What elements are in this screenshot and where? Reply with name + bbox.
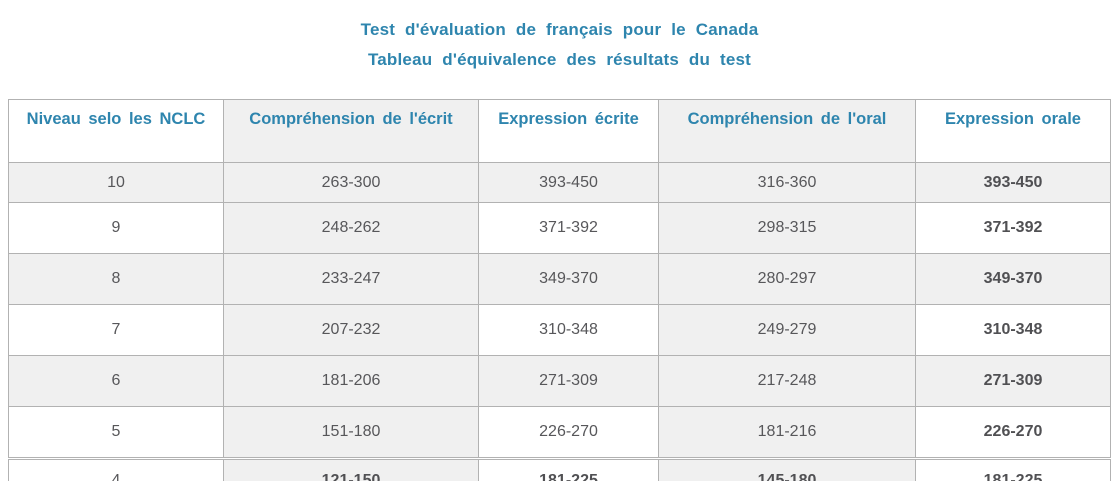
title-line-1: Test d'évaluation de français pour le Ca…: [360, 20, 759, 39]
cell-comprehension-oral: 280-297: [658, 253, 916, 305]
cell-niveau: 10: [8, 162, 224, 203]
cell-expression-orale: 271-309: [915, 355, 1111, 407]
cell-niveau: 9: [8, 202, 224, 254]
table-row-niveau-10: 10 263-300 393-450 316-360 393-450: [8, 162, 1111, 203]
equivalence-table: Niveau selo les NCLC Compréhension de l'…: [8, 99, 1111, 481]
header-row: Niveau selo les NCLC Compréhension de l'…: [8, 99, 1111, 163]
column-header-expression-ecrite: Expression écrite: [478, 99, 659, 163]
cell-niveau: 4: [8, 457, 224, 481]
cell-comprehension-ecrit: 181-206: [223, 355, 479, 407]
cell-comprehension-ecrit: 151-180: [223, 406, 479, 459]
cell-comprehension-oral: 217-248: [658, 355, 916, 407]
cell-expression-orale: 226-270: [915, 406, 1111, 459]
cell-niveau: 5: [8, 406, 224, 459]
column-header-niveau-nclc: Niveau selo les NCLC: [8, 99, 224, 163]
title-line-2: Tableau d'équivalence des résultats du t…: [367, 50, 752, 69]
cell-expression-ecrite: 371-392: [478, 202, 659, 254]
cell-expression-orale: 310-348: [915, 304, 1111, 356]
cell-comprehension-oral: 249-279: [658, 304, 916, 356]
cell-niveau: 6: [8, 355, 224, 407]
cell-expression-orale: 349-370: [915, 253, 1111, 305]
column-header-comprehension-oral: Compréhension de l'oral: [658, 99, 916, 163]
table-body: 10 263-300 393-450 316-360 393-450 9 248…: [8, 162, 1111, 481]
page-title: Test d'évaluation de français pour le Ca…: [0, 15, 1119, 75]
table-row-niveau-5: 5 151-180 226-270 181-216 226-270: [8, 406, 1111, 459]
cell-comprehension-ecrit: 233-247: [223, 253, 479, 305]
cell-expression-ecrite: 226-270: [478, 406, 659, 459]
cell-expression-ecrite: 393-450: [478, 162, 659, 203]
table-row-niveau-4: 4 121-150 181-225 145-180 181-225: [8, 457, 1111, 481]
table-row-niveau-6: 6 181-206 271-309 217-248 271-309: [8, 355, 1111, 407]
cell-comprehension-oral: 298-315: [658, 202, 916, 254]
cell-comprehension-ecrit: 263-300: [223, 162, 479, 203]
table-row-niveau-7: 7 207-232 310-348 249-279 310-348: [8, 304, 1111, 356]
cell-expression-orale: 371-392: [915, 202, 1111, 254]
table-header: Niveau selo les NCLC Compréhension de l'…: [8, 99, 1111, 163]
cell-comprehension-ecrit: 207-232: [223, 304, 479, 356]
table-row-niveau-9: 9 248-262 371-392 298-315 371-392: [8, 202, 1111, 254]
cell-expression-ecrite: 181-225: [478, 457, 659, 481]
cell-expression-orale: 393-450: [915, 162, 1111, 203]
cell-comprehension-oral: 181-216: [658, 406, 916, 459]
column-header-comprehension-ecrit: Compréhension de l'écrit: [223, 99, 479, 163]
cell-comprehension-ecrit: 121-150: [223, 457, 479, 481]
cell-comprehension-oral: 316-360: [658, 162, 916, 203]
cell-comprehension-ecrit: 248-262: [223, 202, 479, 254]
cell-expression-ecrite: 310-348: [478, 304, 659, 356]
cell-expression-ecrite: 271-309: [478, 355, 659, 407]
cell-niveau: 7: [8, 304, 224, 356]
cell-expression-orale: 181-225: [915, 457, 1111, 481]
column-header-expression-orale: Expression orale: [915, 99, 1111, 163]
cell-comprehension-oral: 145-180: [658, 457, 916, 481]
table-row-niveau-8: 8 233-247 349-370 280-297 349-370: [8, 253, 1111, 305]
cell-niveau: 8: [8, 253, 224, 305]
cell-expression-ecrite: 349-370: [478, 253, 659, 305]
